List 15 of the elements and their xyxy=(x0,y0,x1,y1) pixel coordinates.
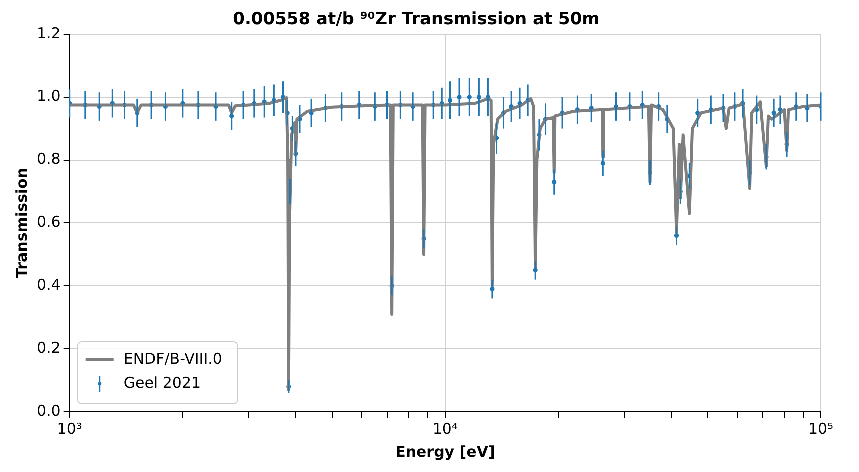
x-axis-title: Energy [eV] xyxy=(396,442,496,461)
y-tick-label: 0.8 xyxy=(36,150,61,168)
y-tick-label: 1.2 xyxy=(36,24,61,42)
y-tick-label: 0.0 xyxy=(36,402,61,420)
y-tick-label: 0.4 xyxy=(36,276,61,294)
chart-title: 0.00558 at/b ⁹⁰Zr Transmission at 50m xyxy=(233,10,600,30)
legend-label: ENDF/B-VIII.0 xyxy=(124,350,222,368)
y-tick-label: 0.6 xyxy=(36,213,61,232)
x-tick-label: 10⁵ xyxy=(808,420,834,438)
y-tick-label: 1.0 xyxy=(36,87,61,106)
y-tick-label: 0.2 xyxy=(36,338,61,357)
legend-label: Geel 2021 xyxy=(124,374,202,392)
x-tick-label: 10⁴ xyxy=(432,420,458,438)
y-axis-title: Transmission xyxy=(12,168,31,278)
x-tick-label: 10³ xyxy=(57,420,82,438)
